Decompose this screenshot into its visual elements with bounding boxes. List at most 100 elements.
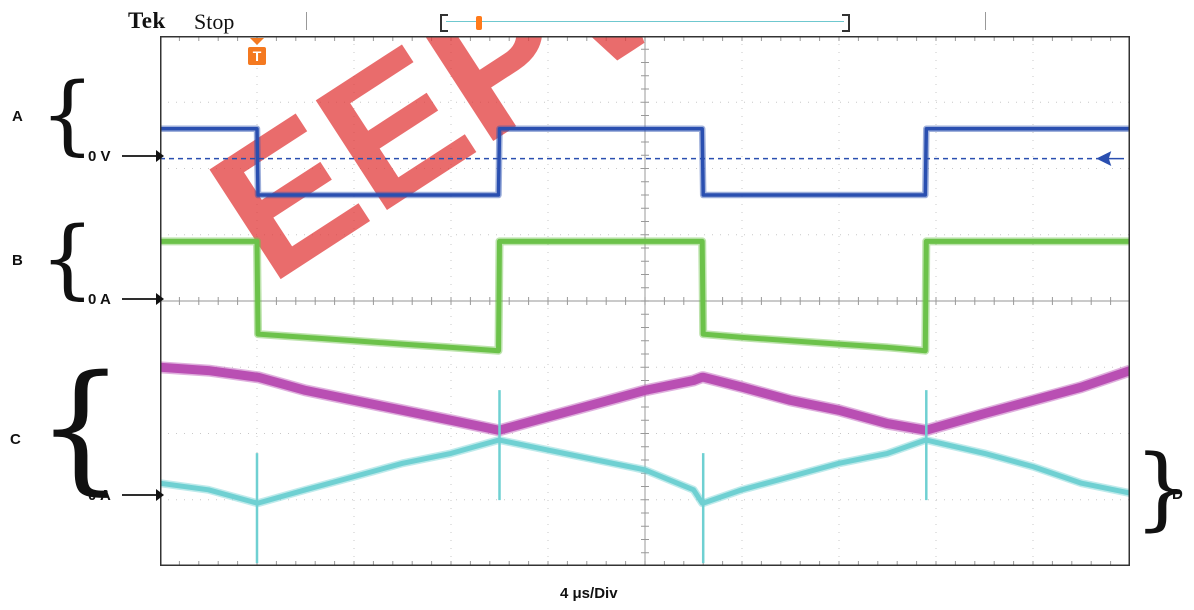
- trace-point: [701, 240, 704, 243]
- trace-point: [304, 489, 307, 491]
- trace-point: [1080, 127, 1083, 130]
- trace-point: [547, 416, 549, 418]
- record-bracket-left: [440, 14, 448, 32]
- trace-point: [547, 127, 549, 130]
- trace-a: [159, 125, 1131, 199]
- trigger-position-icon: [476, 16, 482, 30]
- graticule-area: EEPW T: [159, 0, 1132, 567]
- zero-arrow-a-icon: [122, 150, 164, 162]
- zero-label-a: 0 V: [88, 148, 111, 165]
- trace-point: [983, 452, 986, 455]
- trace-point: [497, 349, 500, 352]
- trace-point: [1080, 482, 1083, 484]
- trace-point: [304, 194, 307, 196]
- trace-point: [401, 462, 404, 465]
- zero-arrow-c-icon: [122, 489, 164, 501]
- label-b: B: [12, 252, 23, 269]
- brace-c: {: [36, 346, 126, 509]
- trace-point: [838, 462, 840, 465]
- trace-point: [1080, 386, 1083, 388]
- trace-point: [450, 452, 452, 455]
- trace-point: [1032, 127, 1034, 130]
- brace-b: {: [40, 209, 95, 309]
- trace-point: [983, 240, 986, 243]
- oscilloscope-display: EEPW T: [159, 0, 1132, 567]
- zero-label-c: 0 A: [88, 487, 111, 504]
- trace-point: [498, 127, 501, 130]
- trace-point: [498, 240, 501, 243]
- brace-a: {: [40, 65, 95, 165]
- zero-arrow-b-icon: [122, 293, 164, 305]
- brand-label: Tek: [128, 8, 166, 33]
- trace-point: [304, 389, 307, 392]
- trace-point: [925, 240, 928, 243]
- trace-point: [595, 240, 598, 243]
- trace-point: [838, 409, 840, 412]
- trace-layer: [159, 125, 1132, 564]
- trace-point: [547, 240, 549, 243]
- trace-point: [1032, 399, 1034, 402]
- trace-point: [983, 127, 986, 130]
- trace-point: [789, 339, 792, 342]
- trace-point: [256, 127, 258, 130]
- trace-point: [450, 194, 452, 196]
- trace-point: [983, 412, 986, 415]
- trace-point: [644, 127, 646, 130]
- trace-point: [257, 333, 259, 335]
- header-divider: [306, 12, 307, 30]
- trace-point: [838, 194, 840, 196]
- trace-point: [692, 379, 695, 382]
- trace-point: [741, 386, 743, 388]
- trace-point: [692, 240, 695, 243]
- label-d: D: [1172, 486, 1183, 503]
- trace-point: [702, 376, 704, 378]
- trace-point: [789, 475, 792, 478]
- trace-point: [353, 399, 355, 402]
- trace-point: [741, 336, 743, 339]
- trace-point: [207, 127, 210, 130]
- trace-point: [644, 389, 646, 392]
- trace-point: [924, 349, 927, 352]
- trace-point: [256, 240, 258, 243]
- trace-point: [401, 343, 404, 345]
- trace-point: [353, 475, 355, 478]
- trace-point: [886, 452, 889, 455]
- trace-point: [644, 240, 646, 243]
- trace-point: [692, 127, 695, 130]
- trace-line: [160, 127, 1130, 197]
- trace-point: [1080, 240, 1083, 243]
- trace-point: [741, 489, 743, 491]
- trace-point: [702, 194, 704, 196]
- trace-point: [257, 376, 259, 378]
- trace-point: [547, 449, 549, 451]
- trace-point: [838, 343, 840, 345]
- trace-point: [1032, 240, 1034, 243]
- svg-text:T: T: [253, 48, 262, 64]
- trace-point: [1032, 465, 1034, 468]
- header-divider: [985, 12, 986, 30]
- trace-point: [257, 194, 259, 196]
- acquisition-state: Stop: [194, 9, 235, 34]
- label-c: C: [10, 431, 21, 448]
- trace-line: [160, 238, 1130, 354]
- level-cursor-arrow-icon: [1096, 151, 1124, 167]
- trace-point: [789, 194, 792, 196]
- trace-point: [353, 194, 355, 196]
- spikes-d: [255, 390, 928, 564]
- trace-point: [401, 194, 404, 196]
- trace-point: [401, 409, 404, 412]
- record-bracket-right: [842, 14, 850, 32]
- trace-point: [925, 127, 928, 130]
- trace-b: [159, 237, 1131, 355]
- trace-point: [701, 127, 704, 130]
- trace-point: [886, 194, 889, 196]
- trace-point: [450, 346, 452, 349]
- trace-point: [497, 194, 500, 196]
- trace-point: [595, 459, 598, 461]
- trace-point: [207, 240, 210, 243]
- trace-point: [450, 419, 452, 422]
- trace-point: [741, 194, 743, 196]
- trace-point: [702, 333, 704, 335]
- zero-label-b: 0 A: [88, 291, 111, 308]
- trace-point: [207, 489, 210, 491]
